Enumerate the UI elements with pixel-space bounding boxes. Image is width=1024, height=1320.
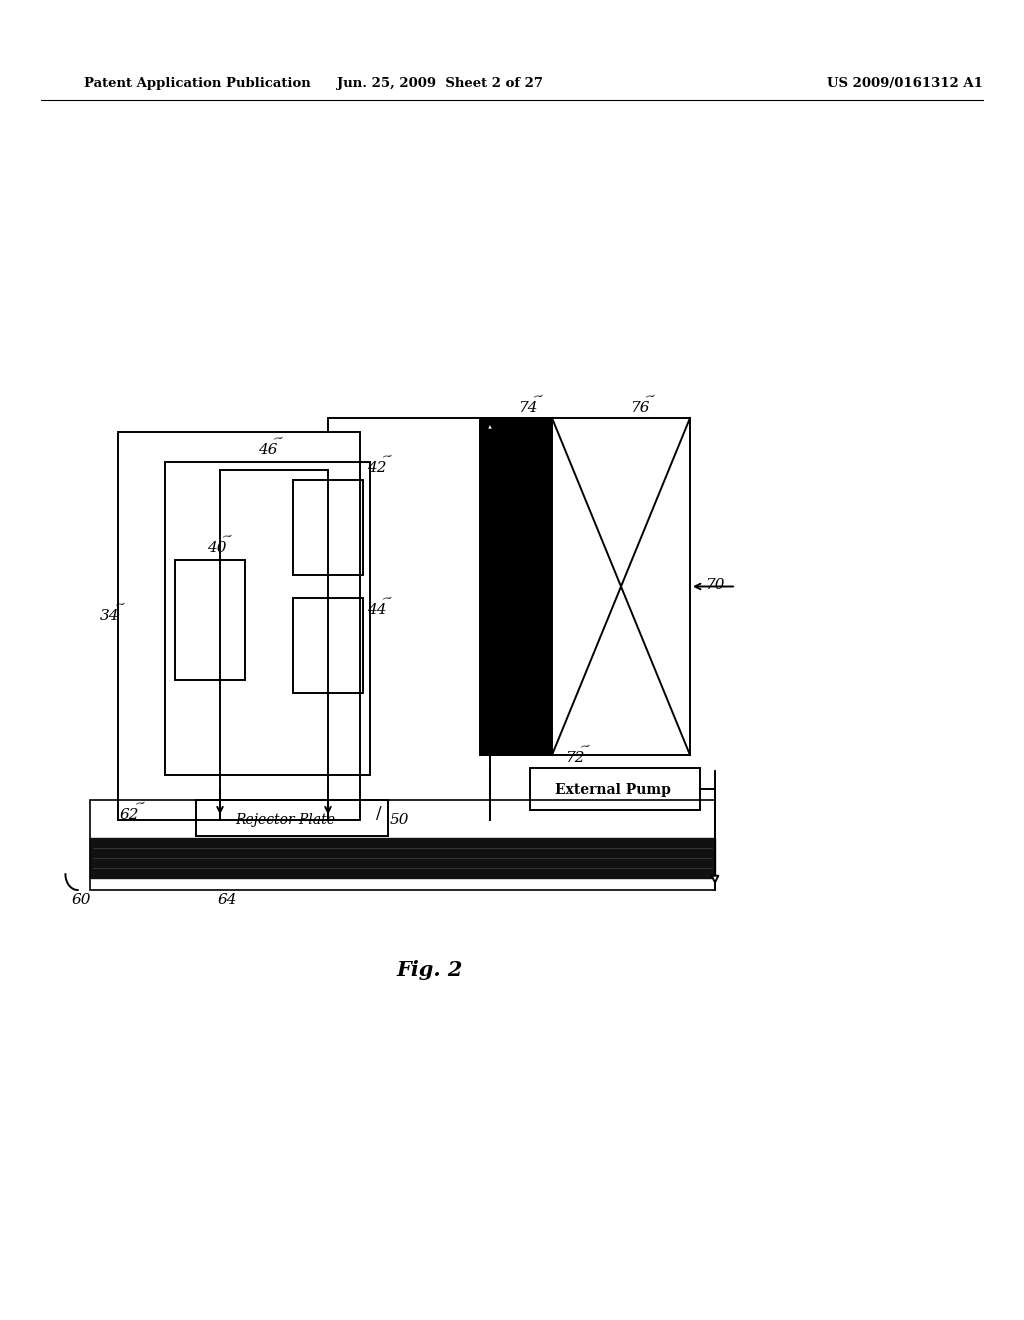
Text: External Pump: External Pump [555,783,671,797]
Text: ~: ~ [643,389,657,405]
Text: 62: 62 [120,808,139,822]
Text: 42: 42 [367,461,386,475]
Text: 46: 46 [258,444,278,457]
Text: ~: ~ [531,389,545,405]
Text: ~: ~ [133,796,147,812]
Bar [165,462,370,775]
Text: 50: 50 [390,813,410,828]
Text: 72: 72 [565,751,585,766]
Bar [118,432,360,820]
Text: US 2009/0161312 A1: US 2009/0161312 A1 [827,78,983,91]
Text: 40: 40 [207,541,226,554]
Text: Rejector Plate: Rejector Plate [234,813,335,828]
Text: 70: 70 [705,578,725,591]
Bar [90,838,715,878]
Bar [530,768,700,810]
Text: 60: 60 [72,894,91,907]
Text: ~: ~ [579,739,592,755]
Text: ~: ~ [271,432,286,447]
Text: 44: 44 [367,603,386,616]
Bar [293,598,362,693]
Bar [175,560,245,680]
Bar [90,800,715,890]
Text: ~: ~ [380,591,394,607]
Text: ~: ~ [380,450,394,466]
Text: Patent Application Publication: Patent Application Publication [84,78,310,91]
Text: Fig. 2: Fig. 2 [397,960,463,979]
Text: 64: 64 [218,894,238,907]
Text: ~: ~ [220,529,234,545]
Text: ~: ~ [114,598,127,614]
Text: 74: 74 [518,401,538,414]
Text: /: / [376,805,382,822]
Text: 34: 34 [100,609,120,623]
Text: Jun. 25, 2009  Sheet 2 of 27: Jun. 25, 2009 Sheet 2 of 27 [337,78,544,91]
Bar [480,418,690,755]
Text: 76: 76 [630,401,649,414]
Bar [196,800,388,836]
Bar [293,480,362,576]
Bar [480,418,552,755]
